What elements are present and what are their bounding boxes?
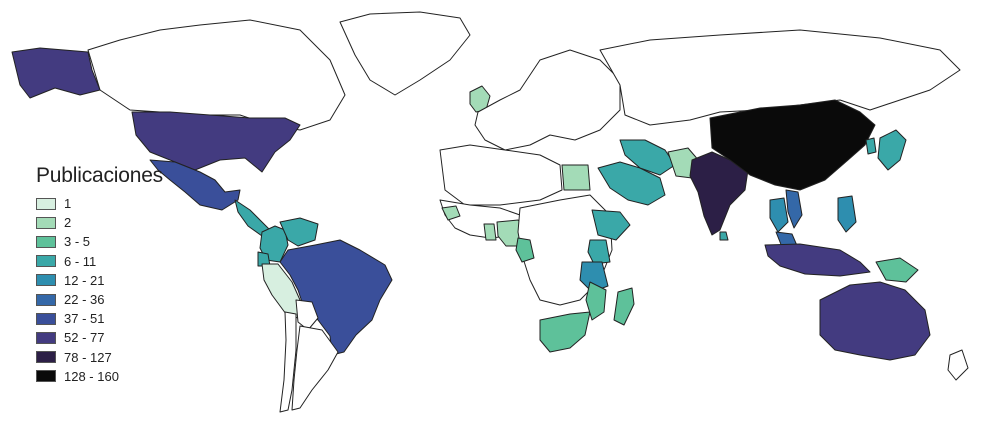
- legend-label: 37 - 51: [64, 311, 105, 327]
- country-bolivia: [295, 299, 319, 331]
- legend-label: 52 - 77: [64, 330, 105, 346]
- legend-swatch: [36, 235, 56, 248]
- country-papua-new-guinea: [875, 257, 919, 283]
- legend-label: 6 - 11: [64, 253, 97, 269]
- country-greenland: [339, 11, 471, 96]
- legend-item: 78 - 127: [36, 348, 163, 367]
- country-japan: [877, 129, 907, 171]
- country-thailand: [769, 197, 789, 233]
- legend-items: 1 2 3 - 5 6 - 11 12 - 21 22 - 36 37 - 51 52 - 7…: [36, 194, 163, 386]
- country-europe: [474, 49, 621, 151]
- country-chile: [279, 311, 297, 413]
- legend-label: 78 - 127: [64, 349, 112, 365]
- country-ethiopia: [591, 209, 631, 241]
- legend-item: 37 - 51: [36, 309, 163, 328]
- country-alaska: [11, 47, 101, 99]
- country-canada: [87, 19, 346, 131]
- legend-item: 2: [36, 213, 163, 232]
- legend-title: Publicaciones: [36, 164, 163, 187]
- legend-item: 52 - 77: [36, 328, 163, 347]
- legend-swatch: [36, 370, 56, 383]
- country-venezuela: [279, 217, 319, 247]
- legend-swatch: [36, 293, 56, 306]
- country-senegal: [441, 205, 461, 221]
- country-south-africa: [539, 311, 591, 353]
- legend-label: 2: [64, 215, 72, 231]
- legend: Publicaciones 1 2 3 - 5 6 - 11 12 - 21 22 - 3…: [36, 164, 163, 386]
- country-ghana: [483, 223, 497, 241]
- legend-item: 12 - 21: [36, 271, 163, 290]
- legend-label: 22 - 36: [64, 292, 105, 308]
- legend-item: 3 - 5: [36, 232, 163, 251]
- legend-swatch: [36, 274, 56, 287]
- legend-label: 12 - 21: [64, 272, 105, 288]
- country-indonesia: [764, 243, 871, 277]
- legend-swatch: [36, 197, 56, 210]
- country-russia: [599, 29, 961, 126]
- country-colombia: [259, 225, 289, 263]
- legend-swatch: [36, 255, 56, 268]
- country-philippines: [837, 195, 857, 233]
- country-egypt: [561, 164, 591, 191]
- legend-item: 1: [36, 194, 163, 213]
- legend-item: 22 - 36: [36, 290, 163, 309]
- country-korea: [865, 137, 877, 155]
- country-brazil: [279, 239, 393, 356]
- country-new-zealand: [947, 349, 969, 381]
- country-usa: [131, 111, 301, 173]
- country-vietnam: [785, 189, 803, 229]
- legend-label: 1: [64, 196, 72, 212]
- country-australia: [819, 281, 931, 361]
- legend-label: 128 - 160: [64, 368, 119, 384]
- country-argentina: [291, 325, 339, 411]
- legend-item: 128 - 160: [36, 367, 163, 386]
- legend-swatch: [36, 216, 56, 229]
- legend-swatch: [36, 331, 56, 344]
- country-north-africa: [439, 144, 563, 206]
- country-sri-lanka: [719, 231, 729, 241]
- legend-swatch: [36, 351, 56, 364]
- country-india: [689, 151, 749, 236]
- legend-swatch: [36, 312, 56, 325]
- country-madagascar: [613, 287, 635, 326]
- legend-item: 6 - 11: [36, 252, 163, 271]
- country-mexico: [149, 159, 241, 211]
- country-china: [709, 99, 876, 191]
- country-cameroon: [515, 237, 535, 263]
- country-arabia: [597, 161, 666, 206]
- country-mozambique: [585, 281, 607, 321]
- country-iran: [619, 139, 676, 176]
- legend-label: 3 - 5: [64, 234, 91, 250]
